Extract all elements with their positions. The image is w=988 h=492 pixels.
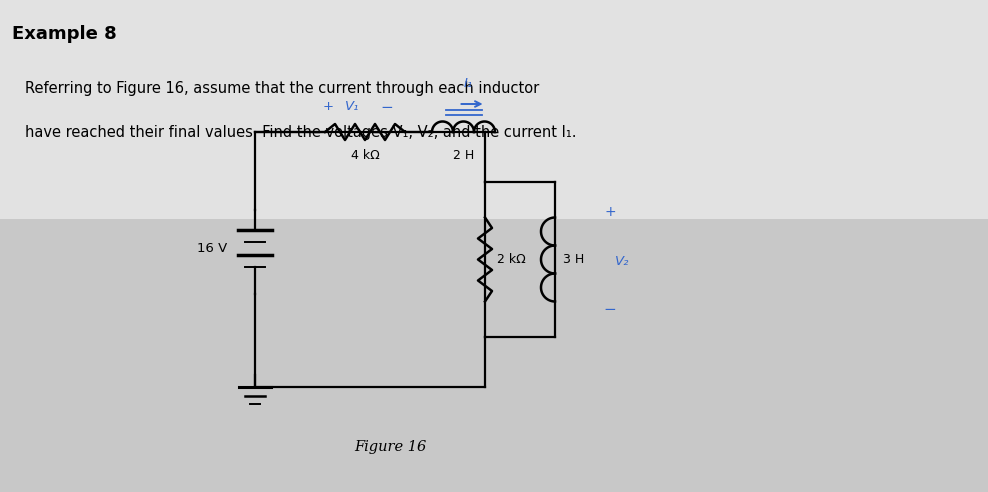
Text: V₂: V₂ bbox=[615, 255, 629, 268]
Text: 2 H: 2 H bbox=[453, 149, 474, 162]
Text: Figure 16: Figure 16 bbox=[354, 440, 426, 454]
Text: Referring to Figure 16, assume that the current through each inductor: Referring to Figure 16, assume that the … bbox=[25, 81, 539, 96]
Text: 3 H: 3 H bbox=[563, 253, 584, 266]
Text: +: + bbox=[323, 100, 334, 114]
Text: 4 kΩ: 4 kΩ bbox=[351, 149, 379, 162]
Text: −: − bbox=[380, 99, 393, 115]
Text: 16 V: 16 V bbox=[197, 242, 227, 254]
Text: have reached their final values. Find the voltages V₁, V₂, and the current I₁.: have reached their final values. Find th… bbox=[25, 125, 577, 140]
Bar bbox=[0, 0, 988, 219]
Text: V₁: V₁ bbox=[345, 100, 360, 114]
Text: +: + bbox=[605, 205, 616, 218]
Text: 2 kΩ: 2 kΩ bbox=[497, 253, 526, 266]
Text: Example 8: Example 8 bbox=[12, 26, 117, 43]
Text: −: − bbox=[604, 302, 617, 317]
Text: I₁: I₁ bbox=[464, 77, 473, 90]
